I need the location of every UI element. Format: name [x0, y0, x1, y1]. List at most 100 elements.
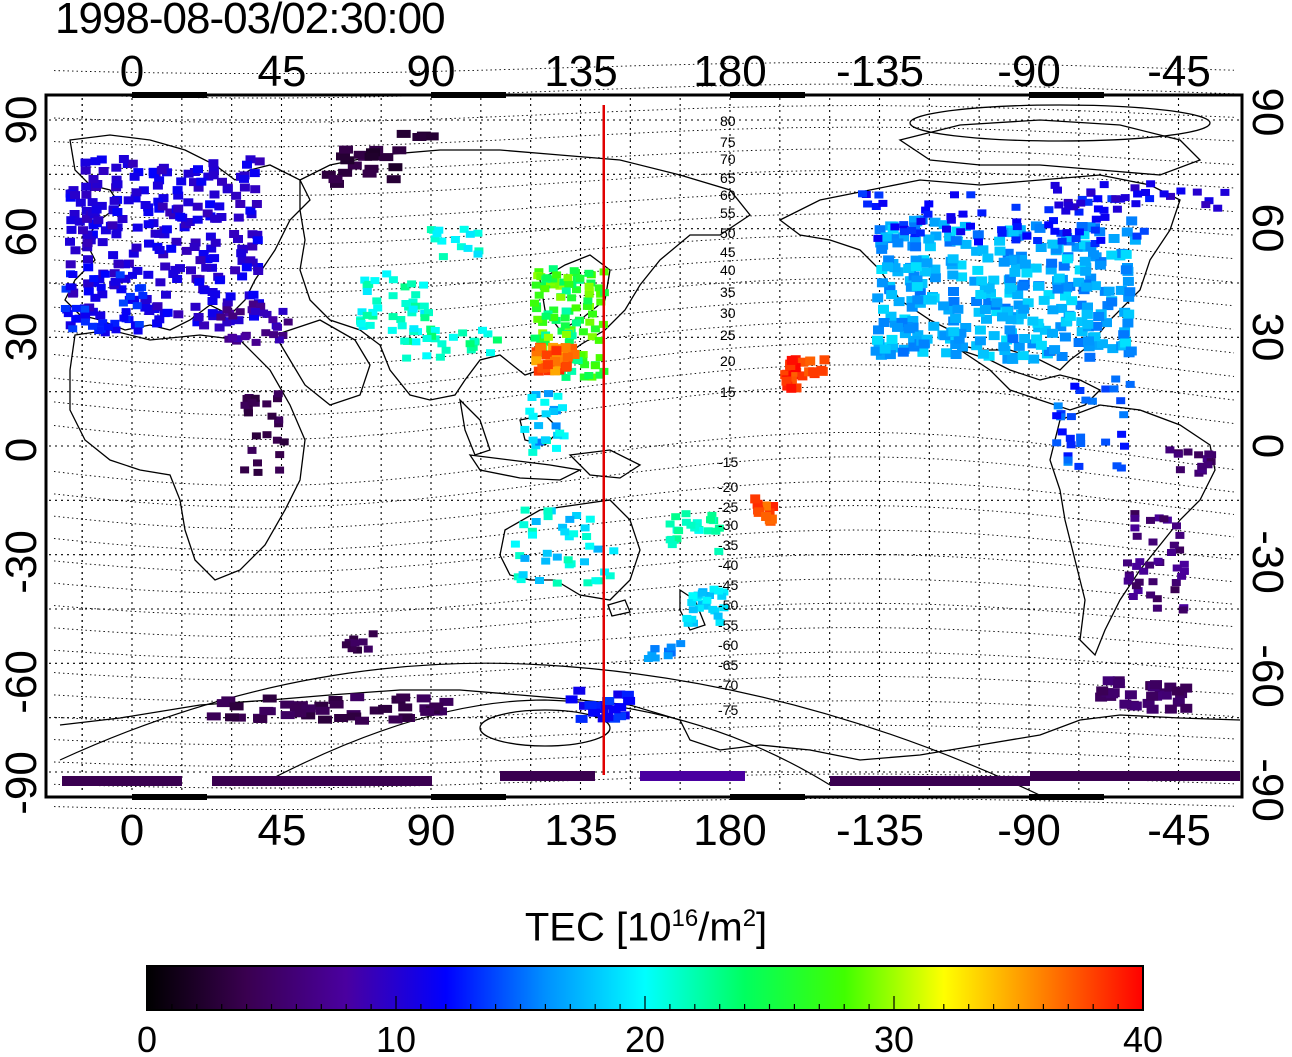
tec-cell [889, 263, 901, 273]
tec-cell [1039, 325, 1051, 335]
tec-cell [553, 392, 563, 400]
tec-cell [1173, 450, 1183, 458]
tec-cell [228, 334, 238, 342]
tec-cell [1179, 567, 1189, 575]
tec-cell [906, 302, 918, 312]
tec-cell [364, 280, 374, 288]
tec-cell [882, 262, 893, 272]
tec-cell [1084, 222, 1096, 232]
tec-cell [1112, 462, 1122, 470]
tec-cell [214, 323, 225, 332]
tec-cell [69, 210, 80, 218]
tec-cell [1120, 249, 1132, 259]
tec-cell [355, 716, 369, 725]
tec-cell [214, 276, 225, 285]
tec-cell [1074, 462, 1084, 470]
tec-cell [551, 346, 562, 356]
tec-cell [347, 161, 362, 170]
bottom-lon-label: -45 [1147, 806, 1211, 855]
tec-cell [666, 643, 676, 651]
tec-cell [613, 690, 626, 699]
tec-cell [65, 283, 75, 291]
tec-cell [555, 429, 565, 437]
tec-cell [714, 524, 724, 532]
tec-cell [924, 200, 934, 208]
tec-cell [1099, 206, 1109, 214]
tec-cell [1071, 242, 1083, 252]
tec-cell [542, 549, 552, 557]
tec-cell [278, 307, 288, 315]
tec-cell [424, 132, 439, 141]
magnetic-lat-label: 65 [720, 170, 736, 186]
tec-cell [1081, 282, 1093, 292]
tec-cell [880, 232, 892, 242]
tec-cell [96, 283, 106, 291]
bottom-lon-label: 135 [544, 806, 617, 855]
tec-cell [259, 706, 274, 715]
tec-cell [1139, 567, 1149, 575]
magnetic-contour [53, 724, 1235, 746]
tec-cell [1131, 200, 1141, 208]
tec-cell [1097, 339, 1108, 349]
tec-cell [237, 272, 248, 281]
tec-cell [1044, 206, 1054, 214]
colorbar-tick-label: 30 [874, 1019, 914, 1057]
tec-cell [1060, 291, 1071, 301]
tec-cell [132, 223, 143, 232]
colorbar-tick-label: 20 [625, 1019, 665, 1057]
tec-cell [988, 331, 1000, 341]
tec-cell [549, 306, 559, 314]
tec-cell [92, 180, 103, 188]
magnetic-contour [53, 480, 1235, 530]
tec-cell [360, 276, 370, 284]
tec-cell [1063, 452, 1073, 460]
tec-cell [1047, 239, 1059, 249]
right-lat-label: 0 [1243, 434, 1292, 458]
left-axis: 90 60 30 0 -30 -60 -90 [0, 96, 46, 815]
tec-cell [68, 271, 78, 278]
tec-cell [594, 284, 604, 292]
tec-cell [1091, 215, 1101, 223]
tec-cell [536, 343, 547, 353]
tec-cell [786, 376, 797, 386]
tec-cell [1194, 451, 1204, 459]
tec-cell [587, 333, 597, 341]
tec-cell [1153, 557, 1163, 565]
tec-cell [70, 191, 80, 200]
tec-cell [401, 300, 411, 307]
tec-cell [1142, 698, 1155, 708]
tec-cell [549, 314, 558, 321]
magnetic-lat-label: -40 [718, 557, 738, 573]
tec-cell [426, 325, 436, 333]
tec-cell [70, 246, 81, 255]
tec-cell [1100, 213, 1110, 221]
tec-cell [225, 292, 236, 301]
tec-cell [378, 704, 393, 713]
tec-cell [706, 516, 715, 524]
magnetic-contour [53, 578, 1235, 616]
tec-cell [1123, 309, 1135, 319]
tec-cell [1009, 267, 1021, 277]
tec-cell [253, 459, 262, 467]
tec-cell [915, 229, 925, 237]
tec-cell [593, 545, 603, 553]
tec-cell [1007, 334, 1019, 344]
tec-cell [1061, 233, 1073, 242]
tec-cell [1083, 198, 1093, 206]
tec-cell [71, 304, 81, 312]
tec-cell [129, 172, 140, 181]
tec-cell [1133, 190, 1143, 198]
tec-cell [450, 236, 460, 243]
tec-cell [1065, 434, 1075, 442]
tec-cell [819, 355, 830, 365]
tec-cell [1146, 691, 1159, 701]
tec-cell [402, 354, 412, 362]
tec-cell [166, 244, 177, 253]
tec-cell [1203, 461, 1213, 469]
tec-cell [609, 547, 619, 555]
magnetic-lat-label: 35 [720, 284, 736, 300]
tec-cell [89, 275, 99, 283]
tec-cell [572, 512, 582, 519]
tec-cell [91, 205, 102, 214]
tec-cell [158, 194, 169, 203]
